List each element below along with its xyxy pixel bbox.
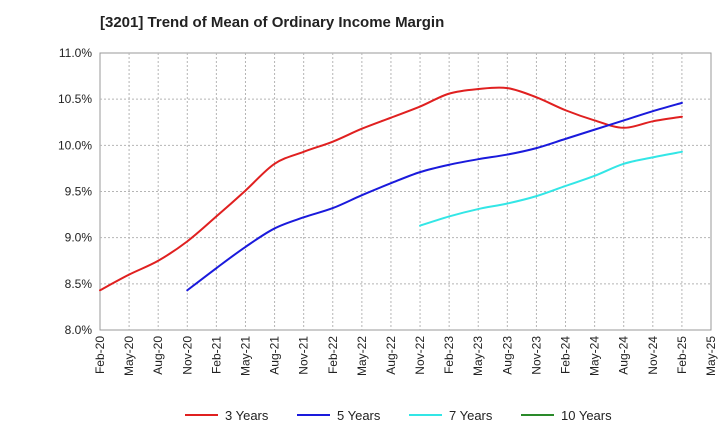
grid [99, 52, 712, 331]
x-tick-label: May-22 [355, 336, 369, 376]
chart-title: [3201] Trend of Mean of Ordinary Income … [100, 14, 445, 31]
legend-label-5-years: 5 Years [337, 408, 381, 423]
x-tick-label: May-21 [238, 336, 252, 376]
legend-label-3-years: 3 Years [225, 408, 269, 423]
legend-label-10-years: 10 Years [561, 408, 612, 423]
x-tick-label: Feb-20 [93, 336, 107, 374]
series-lines [99, 86, 683, 292]
x-tick-label: Aug-24 [617, 336, 631, 375]
legend: 3 Years 5 Years 7 Years 10 Years [185, 408, 612, 423]
y-tick-label: 9.5% [65, 185, 93, 199]
y-tick-label: 10.5% [58, 92, 92, 106]
x-tick-label: Nov-24 [646, 336, 660, 375]
x-tick-label: Nov-22 [413, 336, 427, 375]
x-tick-label: Aug-23 [500, 336, 514, 375]
x-tick-label: Feb-24 [559, 336, 573, 374]
axes: Feb-20 May-20 Aug-20 Nov-20 Feb-21 May-21 Aug-… [58, 46, 718, 376]
y-tick-label: 11.0% [59, 46, 92, 60]
x-tick-label: May-20 [122, 336, 136, 376]
x-tick-label: Feb-21 [209, 336, 223, 374]
y-tick-label: 8.5% [65, 277, 93, 291]
x-tick-label: Aug-20 [151, 336, 165, 375]
y-tick-label: 10.0% [58, 138, 92, 152]
x-tick-label: Feb-23 [442, 336, 456, 374]
x-tick-label: Aug-22 [384, 336, 398, 375]
x-tick-label: Aug-21 [268, 336, 282, 375]
x-tick-label: Feb-25 [675, 336, 689, 374]
x-tick-label: May-23 [471, 336, 485, 376]
y-tick-label: 8.0% [65, 323, 93, 337]
y-tick-label: 9.0% [65, 231, 93, 245]
series-line-7-years [419, 150, 683, 227]
legend-label-7-years: 7 Years [449, 408, 493, 423]
series-line-3-years [99, 86, 683, 292]
x-tick-label: Feb-22 [326, 336, 340, 374]
x-tick-label: Nov-21 [297, 336, 311, 375]
x-tick-label: May-24 [588, 336, 602, 376]
series-line-5-years [186, 101, 683, 292]
x-tick-label: May-25 [704, 336, 718, 376]
x-tick-label: Nov-23 [529, 336, 543, 375]
x-tick-label: Nov-20 [180, 336, 194, 375]
